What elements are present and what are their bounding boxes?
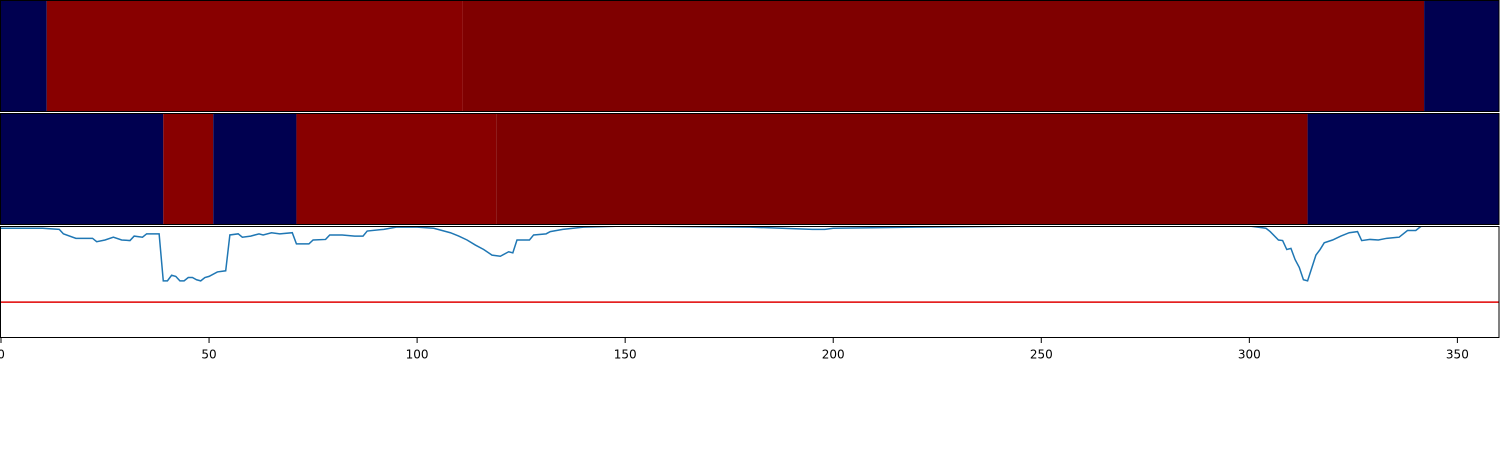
heat-cell xyxy=(496,113,1308,225)
plot-area xyxy=(1,226,1499,303)
x-tick-label: 150 xyxy=(614,348,637,362)
data-line xyxy=(1,226,1423,282)
heat-cell xyxy=(1307,113,1499,225)
x-tick-label: 100 xyxy=(406,348,429,362)
heat-cell xyxy=(1,113,164,225)
heat-cell xyxy=(1,0,47,112)
axes-frame xyxy=(0,113,1500,225)
x-tick-label: 50 xyxy=(201,348,216,362)
heat-cell xyxy=(46,0,463,112)
x-tick-label: 200 xyxy=(822,348,845,362)
axes-frame xyxy=(0,226,1500,338)
heat-cell xyxy=(213,113,297,225)
x-tick-label: 350 xyxy=(1446,348,1469,362)
x-tick-label: 250 xyxy=(1030,348,1053,362)
x-tick-label: 0 xyxy=(0,348,5,362)
heat-cell xyxy=(296,113,497,225)
x-tick-label: 300 xyxy=(1238,348,1261,362)
heat-cell xyxy=(163,113,214,225)
heat-cell xyxy=(462,0,1425,112)
axes-frame xyxy=(0,0,1500,112)
heat-cell xyxy=(1424,0,1499,112)
